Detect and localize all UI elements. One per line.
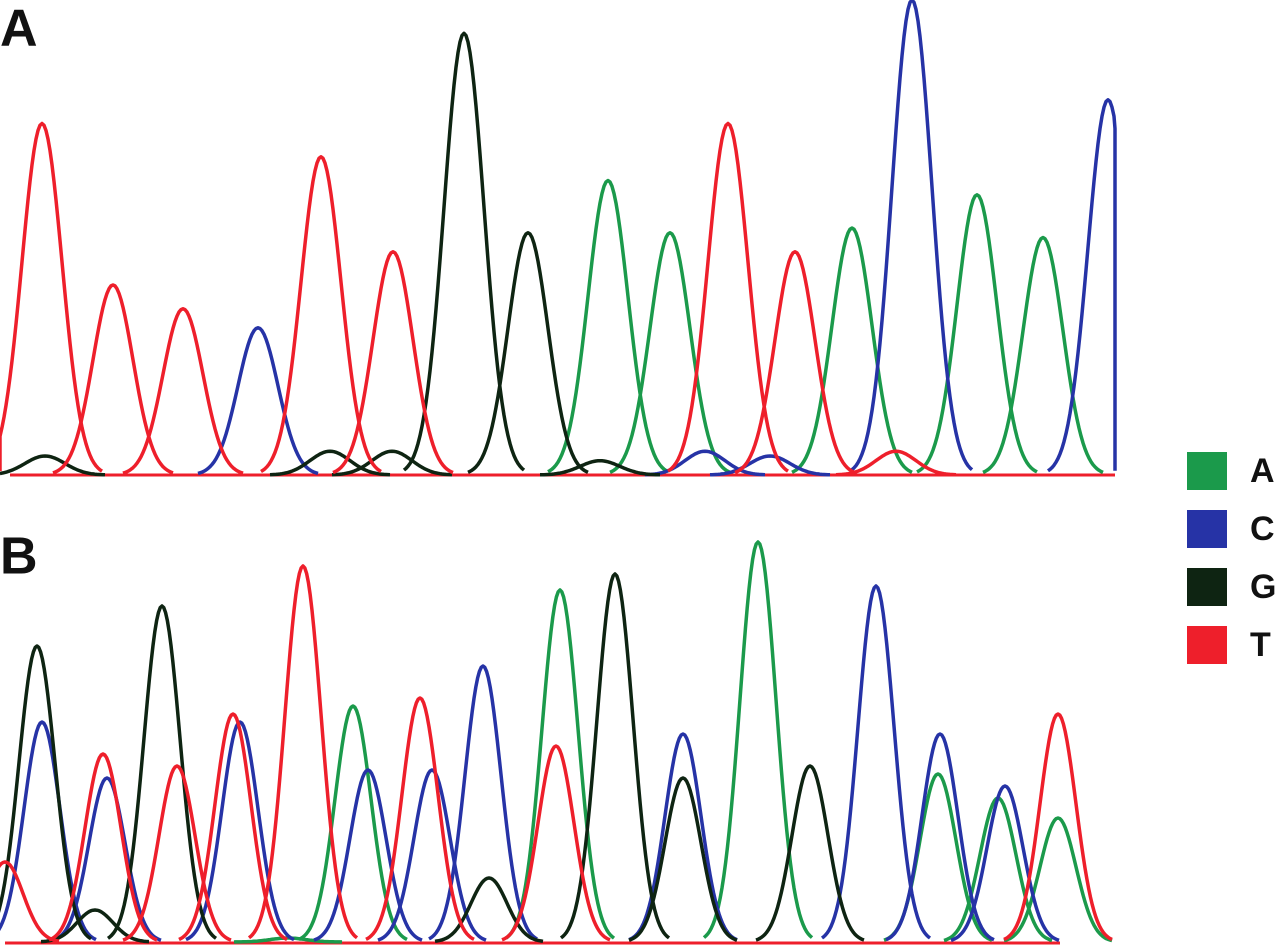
trace-peak [504,588,616,940]
trace-peak [197,326,319,476]
trace-peak [298,704,408,941]
trace-peak [40,908,150,944]
trace-peak [122,307,244,475]
trace-peak [885,732,995,942]
trace-peak [1003,816,1113,943]
trace-peak [52,776,162,942]
trace-peak [609,231,731,474]
trace-peak [755,764,865,942]
trace-peak [48,752,158,942]
trace-peak [850,0,974,472]
trace-peak [702,540,814,939]
trace-peak [178,712,288,942]
trace-peak [644,449,766,477]
trace-peak [547,178,669,474]
trace-peak [628,732,738,942]
trace-peak [628,776,738,942]
trace-peak [835,449,957,477]
legend-label: C [1250,510,1275,548]
trace-peak [434,876,544,944]
trace-peak [313,768,423,942]
panel-title: A [0,0,38,58]
trace-peak [734,250,856,475]
trace-peak [185,720,295,942]
legend-label: G [1250,568,1276,606]
trace-peak [377,768,487,942]
trace-peak [950,784,1060,942]
trace-peak [0,121,103,473]
trace-peak [365,696,475,941]
trace-peak [982,235,1104,474]
legend-swatch [1187,568,1227,606]
trace-peak [332,250,454,475]
trace-peak [467,231,589,474]
trace-peak [247,564,359,940]
trace-peak [501,744,611,942]
trace-peak [540,459,660,477]
trace-peak [428,664,538,941]
legend-label: A [1250,452,1275,490]
trace-peak [1046,98,1117,473]
trace-peak [709,454,831,477]
legend-swatch [1187,626,1227,664]
trace-peak [0,720,97,942]
trace-peak [791,226,913,474]
trace-peak [1003,712,1113,942]
trace-peak [0,454,106,477]
trace-peak [559,572,671,940]
trace-peak [0,860,60,943]
trace-peak [260,155,382,474]
panel-title: B [0,528,38,586]
legend-swatch [1187,452,1227,490]
trace-peak [269,449,391,477]
trace-peak [916,193,1038,474]
trace-peak [122,764,232,942]
legend-label: T [1250,626,1271,664]
legend-swatch [1187,510,1227,548]
trace-peak [331,449,453,477]
trace-peak [667,121,789,473]
trace-peak [106,604,218,940]
trace-peak [52,283,174,475]
